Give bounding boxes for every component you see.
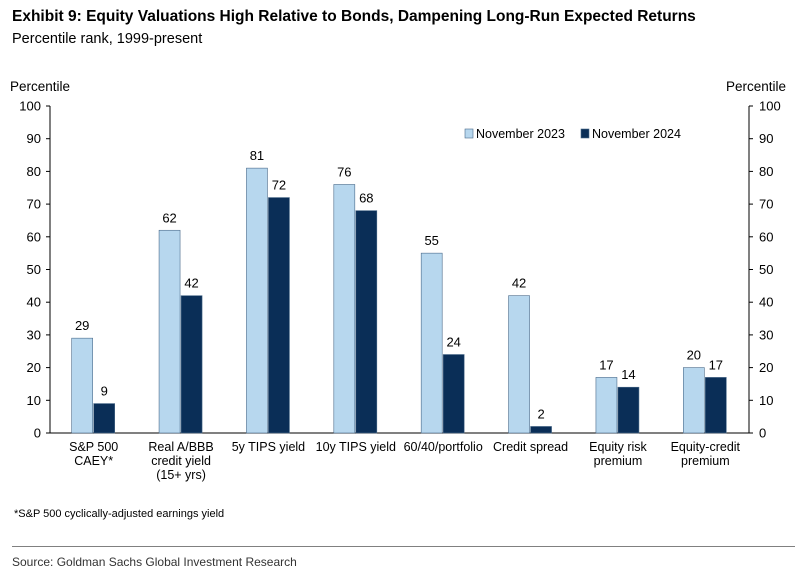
data-label: 29 (75, 318, 89, 333)
category-label: 60/40/portfolio (404, 440, 483, 454)
y-tick-label-left: 100 (19, 99, 41, 114)
bar-nov-2023 (683, 367, 705, 434)
data-label: 68 (359, 191, 373, 206)
bar-nov-2023 (71, 337, 93, 434)
bar-nov-2024 (180, 295, 203, 434)
y-tick-label-left: 30 (27, 327, 41, 342)
y-tick-label-right: 20 (759, 360, 773, 375)
legend-label: November 2023 (476, 127, 565, 141)
bar-chart: Percentile Percentile 0 0 10 10 20 20 30 30 40 40 50… (10, 79, 786, 482)
y-tick-label-left: 40 (27, 295, 41, 310)
bar-nov-2024 (442, 354, 465, 434)
bar-nov-2023 (158, 229, 181, 434)
data-label: 55 (424, 233, 438, 248)
y-tick-label-right: 10 (759, 393, 773, 408)
category-label: Real A/BBB (148, 440, 213, 454)
data-label: 17 (599, 357, 613, 372)
category-label: S&P 500 (69, 440, 118, 454)
bar-nov-2023 (420, 252, 443, 434)
category-label: (15+ yrs) (156, 468, 206, 482)
y-tick-label-right: 60 (759, 229, 773, 244)
bar-nov-2024 (268, 197, 290, 434)
divider (12, 546, 795, 547)
y-axis-label-left: Percentile (10, 79, 70, 94)
y-axis-label-right: Percentile (726, 79, 786, 94)
legend-swatch (580, 128, 590, 139)
chart-subtitle: Percentile rank, 1999-present (12, 31, 203, 47)
category-label: 5y TIPS yield (232, 440, 305, 454)
bar-nov-2023 (333, 184, 356, 434)
bar-nov-2023 (595, 377, 618, 434)
y-tick-label-right: 100 (759, 99, 781, 114)
data-label: 24 (446, 335, 460, 350)
category-label: Credit spread (493, 440, 568, 454)
bar-nov-2024 (617, 386, 640, 434)
legend-label: November 2024 (592, 127, 681, 141)
y-tick-label-left: 90 (27, 131, 41, 146)
y-tick-label-right: 30 (759, 327, 773, 342)
y-tick-label-left: 0 (34, 426, 41, 441)
category-label: 10y TIPS yield (316, 440, 396, 454)
data-label: 14 (621, 367, 635, 382)
y-tick-label-right: 40 (759, 295, 773, 310)
category-label: Equity-credit (671, 440, 741, 454)
category-label: CAEY* (74, 454, 113, 468)
category-label: credit yield (151, 454, 211, 468)
bar-nov-2023 (508, 295, 530, 434)
data-label: 72 (272, 178, 286, 193)
category-label: premium (681, 454, 730, 468)
data-label: 42 (512, 276, 526, 291)
y-tick-label-left: 70 (27, 197, 41, 212)
data-label: 62 (162, 210, 176, 225)
y-tick-label-right: 50 (759, 262, 773, 277)
bar-nov-2024 (355, 210, 378, 434)
bar-nov-2024 (705, 377, 727, 434)
y-tick-label-right: 90 (759, 131, 773, 146)
data-label: 76 (337, 164, 351, 179)
data-label: 81 (250, 148, 264, 163)
data-label: 17 (709, 357, 723, 372)
y-tick-label-left: 50 (27, 262, 41, 277)
y-tick-label-right: 80 (759, 164, 773, 179)
y-tick-label-left: 20 (27, 360, 41, 375)
bar-nov-2023 (246, 167, 268, 434)
chart-title: Exhibit 9: Equity Valuations High Relati… (12, 8, 696, 25)
y-tick-label-left: 10 (27, 393, 41, 408)
y-tick-label-right: 70 (759, 197, 773, 212)
bar-nov-2024 (93, 403, 115, 434)
y-tick-label-left: 60 (27, 229, 41, 244)
footnote: *S&P 500 cyclically-adjusted earnings yi… (14, 508, 225, 520)
bar-nov-2024 (530, 426, 552, 434)
data-label: 42 (184, 276, 198, 291)
source-note: Source: Goldman Sachs Global Investment … (12, 555, 297, 569)
data-label: 2 (537, 406, 544, 421)
y-tick-label-right: 0 (759, 426, 766, 441)
legend-swatch (464, 128, 474, 139)
y-tick-label-left: 80 (27, 164, 41, 179)
category-label: Equity risk (589, 440, 647, 454)
data-label: 20 (687, 348, 701, 363)
data-label: 9 (101, 384, 108, 399)
category-label: premium (594, 454, 643, 468)
